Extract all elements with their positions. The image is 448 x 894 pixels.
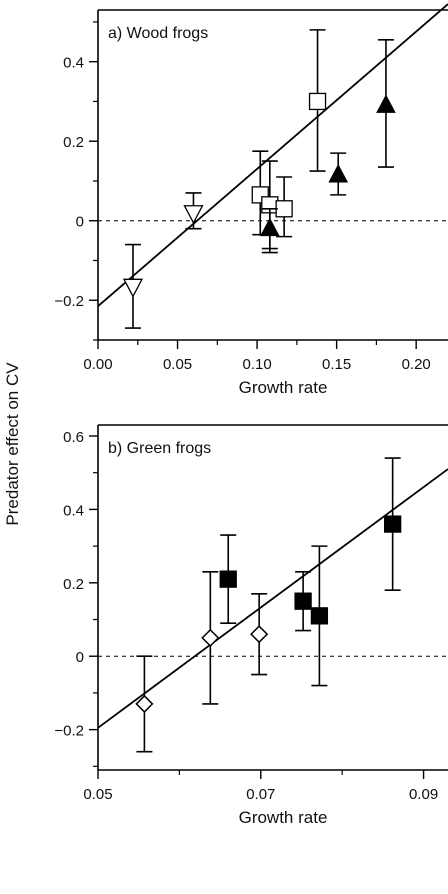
data-point-square bbox=[308, 92, 327, 111]
x-axis-label: Growth rate bbox=[239, 808, 328, 827]
data-point-square bbox=[275, 200, 293, 218]
data-point-triangle-up bbox=[328, 163, 349, 183]
data-point-triangle-down bbox=[122, 278, 144, 298]
data-point-triangle-up bbox=[259, 217, 280, 237]
x-tick-label: 0.20 bbox=[402, 356, 431, 373]
data-point-square bbox=[384, 515, 402, 533]
data-point-triangle-down bbox=[183, 205, 204, 225]
panel-title: a) Wood frogs bbox=[108, 25, 208, 42]
y-tick-label: 0.2 bbox=[63, 576, 84, 593]
x-tick-label: 0.00 bbox=[83, 356, 112, 373]
panel-wood-frogs: −0.2 0 0.2 0.4 0.00 0.05 0.10 0.15 0.20 Growth ra… bbox=[54, 3, 448, 397]
x-tick-label: 0.09 bbox=[409, 786, 438, 803]
y-tick-label: 0.4 bbox=[63, 55, 84, 72]
regression-line bbox=[97, 3, 448, 307]
panel-title: b) Green frogs bbox=[108, 440, 211, 457]
y-tick-label: 0 bbox=[76, 214, 84, 231]
data-point-square bbox=[294, 592, 312, 610]
panel-green-frogs: −0.2 0 0.2 0.4 0.6 0.05 0.07 0.09 Growth rate b) … bbox=[54, 424, 448, 827]
x-tick-label: 0.10 bbox=[242, 356, 271, 373]
x-axis-label: Growth rate bbox=[239, 378, 328, 397]
y-tick-label: 0.6 bbox=[63, 429, 84, 446]
data-point-triangle-up bbox=[376, 94, 396, 113]
regression-line bbox=[97, 468, 448, 729]
data-point-square bbox=[310, 607, 329, 625]
y-tick-label: −0.2 bbox=[54, 723, 84, 740]
data-point-square bbox=[219, 570, 237, 588]
y-tick-label: 0.4 bbox=[63, 502, 84, 519]
data-point-diamond bbox=[201, 628, 220, 647]
x-tick-label: 0.05 bbox=[83, 786, 112, 803]
x-tick-label: 0.07 bbox=[246, 786, 275, 803]
shared-y-axis-label: Predator effect on CV bbox=[3, 362, 22, 526]
x-tick-label: 0.15 bbox=[322, 356, 351, 373]
y-tick-label: 0.2 bbox=[63, 134, 84, 151]
data-point-diamond bbox=[135, 694, 154, 713]
y-tick-label: −0.2 bbox=[54, 293, 84, 310]
x-tick-label: 0.05 bbox=[163, 356, 192, 373]
data-point-diamond bbox=[250, 625, 269, 644]
y-tick-label: 0 bbox=[76, 649, 84, 666]
